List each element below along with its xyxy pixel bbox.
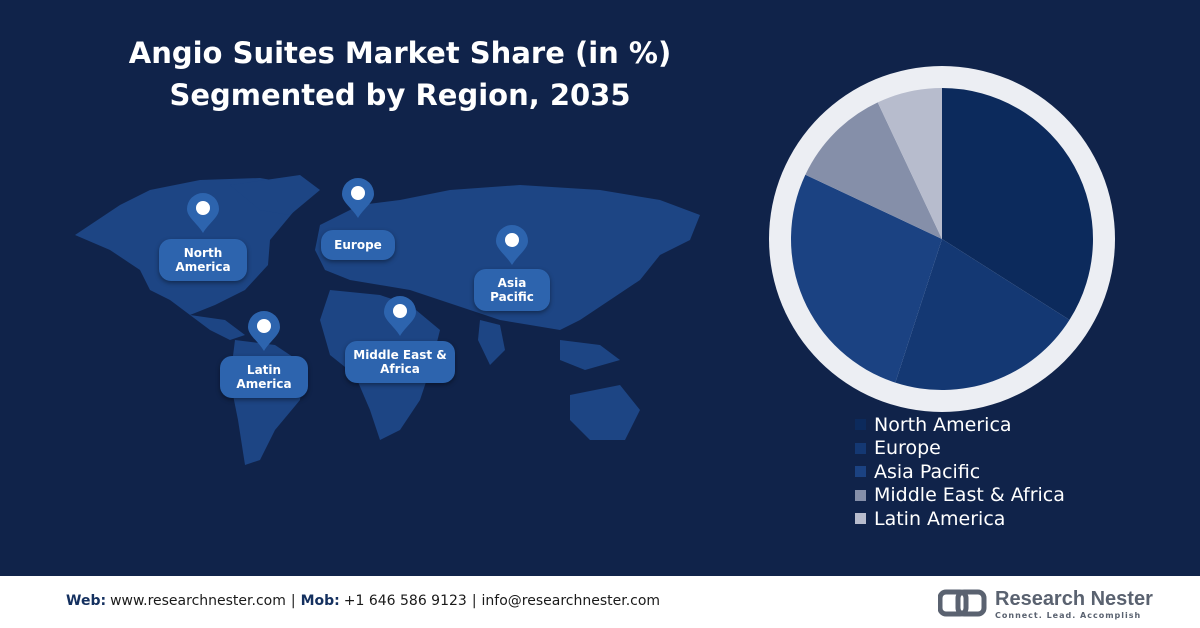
pie-slice bbox=[805, 102, 942, 239]
legend-item: Europe bbox=[855, 437, 1065, 461]
map-pins bbox=[187, 178, 528, 351]
chart-title: Angio Suites Market Share (in %) bbox=[128, 36, 672, 70]
map-label: Latin America bbox=[220, 356, 308, 398]
pie bbox=[790, 88, 1093, 390]
pie-slice bbox=[877, 88, 942, 239]
contact: Web: www.researchnester.com | Mob: +1 646 58… bbox=[66, 593, 660, 609]
map-label: North America bbox=[159, 239, 247, 281]
separator: | bbox=[290, 593, 296, 609]
pie-slice bbox=[895, 239, 1070, 390]
contact-text: +1 646 586 9123 bbox=[343, 593, 467, 609]
map-label: Europe bbox=[321, 230, 395, 260]
contact-label: Web: bbox=[66, 593, 107, 609]
contact-text: info@researchnester.com bbox=[481, 593, 661, 609]
pin-dot bbox=[257, 319, 271, 333]
legend-swatch bbox=[855, 466, 866, 478]
chart-subtitle: Segmented by Region, 2035 bbox=[169, 78, 631, 112]
legend-swatch bbox=[855, 419, 866, 431]
legend-swatch bbox=[855, 489, 866, 501]
contact-text: www.researchnester.com bbox=[110, 593, 286, 609]
legend-label: Europe bbox=[874, 437, 941, 460]
legend-label: North America bbox=[874, 413, 1012, 436]
pin-dot bbox=[351, 186, 365, 200]
logo-tagline: Connect. Lead. Accomplish bbox=[995, 611, 1142, 620]
legend-item: Asia Pacific bbox=[855, 460, 1065, 484]
legend-swatch bbox=[855, 442, 866, 454]
pie-slice bbox=[790, 174, 942, 383]
map-label: Middle East & Africa bbox=[345, 341, 455, 383]
logo-icon bbox=[938, 589, 987, 617]
legend-swatch bbox=[855, 513, 866, 525]
legend: North America Europe Asia Pacific Middle Ea… bbox=[855, 413, 1065, 531]
pin-dot bbox=[196, 201, 210, 215]
contact-label: Mob: bbox=[300, 593, 340, 609]
legend-label: Asia Pacific bbox=[874, 460, 981, 483]
pin-dot bbox=[393, 304, 407, 318]
legend-label: Latin America bbox=[874, 507, 1006, 530]
map-label: Asia Pacific bbox=[474, 269, 550, 311]
legend-item: Latin America bbox=[855, 507, 1065, 531]
pie-slice bbox=[942, 88, 1093, 320]
logo: Research Nester Connect. Lead. Accomplis… bbox=[995, 588, 1153, 620]
footer: Web: www.researchnester.com | Mob: +1 646 58… bbox=[0, 576, 1200, 628]
pin-dot bbox=[505, 233, 519, 247]
logo-name: Research Nester bbox=[995, 588, 1153, 610]
legend-item: North America bbox=[855, 413, 1065, 437]
legend-item: Middle East & Africa bbox=[855, 484, 1065, 508]
legend-label: Middle East & Africa bbox=[874, 484, 1065, 507]
separator: | bbox=[471, 593, 477, 609]
